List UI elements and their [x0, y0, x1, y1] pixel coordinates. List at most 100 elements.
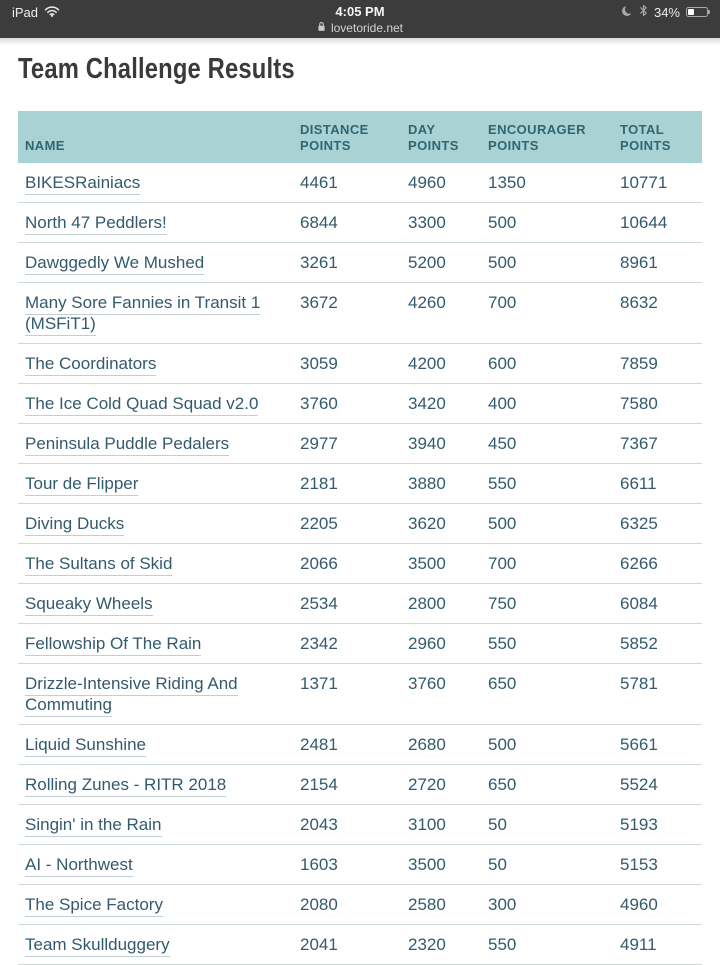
table-body: BIKESRainiacs 4461 4960 1350 10771 North… — [18, 163, 702, 965]
distance-points-cell: 3760 — [300, 394, 338, 413]
encourager-points-cell: 750 — [488, 594, 517, 613]
distance-points-cell: 4461 — [300, 173, 338, 192]
distance-points-cell: 2154 — [300, 775, 338, 794]
distance-points-cell: 2534 — [300, 594, 338, 613]
address-bar-url[interactable]: lovetoride.net — [330, 21, 404, 35]
table-row: Fellowship Of The Rain 2342 2960 550 585… — [18, 624, 702, 664]
total-points-cell: 6084 — [620, 594, 658, 613]
table-row: BIKESRainiacs 4461 4960 1350 10771 — [18, 163, 702, 203]
battery-icon — [686, 7, 710, 17]
encourager-points-cell: 1350 — [488, 173, 526, 192]
team-name-link[interactable]: Team Skullduggery — [25, 935, 170, 957]
team-name-link[interactable]: Fellowship Of The Rain — [25, 634, 202, 656]
team-name-cell: Rolling Zunes - RITR 2018 — [25, 774, 300, 797]
encourager-points-cell: 500 — [488, 213, 517, 232]
table-row: AI - Northwest 1603 3500 50 5153 — [18, 845, 702, 885]
bluetooth-icon — [639, 4, 648, 20]
team-name-link[interactable]: North 47 Peddlers! — [25, 213, 167, 235]
team-name-link[interactable]: BIKESRainiacs — [25, 173, 141, 195]
team-name-cell: Singin' in the Rain — [25, 814, 300, 837]
day-points-cell: 3880 — [408, 474, 446, 493]
encourager-points-cell: 600 — [488, 354, 517, 373]
day-points-cell: 3300 — [408, 213, 446, 232]
wifi-icon — [44, 5, 60, 20]
table-row: The Sultans of Skid 2066 3500 700 6266 — [18, 544, 702, 584]
team-name-link[interactable]: The Sultans of Skid — [25, 554, 173, 576]
encourager-points-cell: 300 — [488, 895, 517, 914]
team-name-link[interactable]: Tour de Flipper — [25, 474, 139, 496]
team-name-link[interactable]: AI - Northwest — [25, 855, 133, 877]
total-points-cell: 5661 — [620, 735, 658, 754]
page-content: Team Challenge Results NAME DISTANCE POI… — [0, 53, 720, 965]
table-row: Singin' in the Rain 2043 3100 50 5193 — [18, 805, 702, 845]
team-name-cell: The Ice Cold Quad Squad v2.0 — [25, 393, 300, 416]
distance-points-cell: 2977 — [300, 434, 338, 453]
encourager-points-cell: 500 — [488, 735, 517, 754]
day-points-cell: 2960 — [408, 634, 446, 653]
distance-points-cell: 2481 — [300, 735, 338, 754]
total-points-cell: 6266 — [620, 554, 658, 573]
total-points-cell: 7859 — [620, 354, 658, 373]
team-name-cell: Peninsula Puddle Pedalers — [25, 433, 300, 456]
day-points-cell: 2320 — [408, 935, 446, 954]
status-time: 4:05 PM — [335, 4, 385, 19]
table-row: Liquid Sunshine 2481 2680 500 5661 — [18, 725, 702, 765]
toolbar-shadow — [0, 38, 720, 45]
encourager-points-cell: 500 — [488, 253, 517, 272]
day-points-cell: 3620 — [408, 514, 446, 533]
table-row: Tour de Flipper 2181 3880 550 6611 — [18, 464, 702, 504]
team-name-link[interactable]: The Ice Cold Quad Squad v2.0 — [25, 394, 259, 416]
team-name-cell: The Sultans of Skid — [25, 553, 300, 576]
team-name-link[interactable]: Diving Ducks — [25, 514, 125, 536]
total-points-cell: 5852 — [620, 634, 658, 653]
team-name-link[interactable]: Squeaky Wheels — [25, 594, 153, 616]
distance-points-cell: 2181 — [300, 474, 338, 493]
encourager-points-cell: 450 — [488, 434, 517, 453]
encourager-points-cell: 500 — [488, 514, 517, 533]
table-row: The Coordinators 3059 4200 600 7859 — [18, 344, 702, 384]
day-points-cell: 4200 — [408, 354, 446, 373]
distance-points-cell: 3261 — [300, 253, 338, 272]
encourager-points-cell: 50 — [488, 855, 507, 874]
table-row: Squeaky Wheels 2534 2800 750 6084 — [18, 584, 702, 624]
column-header-day-points: DAY POINTS — [408, 122, 459, 153]
day-points-cell: 2800 — [408, 594, 446, 613]
battery-percent: 34% — [653, 4, 680, 20]
team-name-cell: Tour de Flipper — [25, 473, 300, 496]
team-name-cell: BIKESRainiacs — [25, 172, 300, 195]
team-name-link[interactable]: The Spice Factory — [25, 895, 163, 917]
day-points-cell: 3760 — [408, 674, 446, 693]
day-points-cell: 4260 — [408, 293, 446, 312]
team-name-link[interactable]: Drizzle-Intensive Riding And Commuting — [25, 674, 238, 717]
distance-points-cell: 2066 — [300, 554, 338, 573]
moon-icon — [621, 4, 635, 20]
team-name-link[interactable]: Rolling Zunes - RITR 2018 — [25, 775, 227, 797]
day-points-cell: 3420 — [408, 394, 446, 413]
team-name-link[interactable]: Liquid Sunshine — [25, 735, 146, 757]
table-row: Diving Ducks 2205 3620 500 6325 — [18, 504, 702, 544]
page-title: Team Challenge Results — [18, 53, 295, 85]
table-row: Dawggedly We Mushed 3261 5200 500 8961 — [18, 243, 702, 283]
team-name-link[interactable]: Singin' in the Rain — [25, 815, 162, 837]
encourager-points-cell: 550 — [488, 634, 517, 653]
column-header-distance-points: DISTANCE POINTS — [300, 122, 369, 153]
team-name-link[interactable]: Dawggedly We Mushed — [25, 253, 205, 275]
total-points-cell: 5153 — [620, 855, 658, 874]
total-points-cell: 7580 — [620, 394, 658, 413]
total-points-cell: 5193 — [620, 815, 658, 834]
total-points-cell: 8961 — [620, 253, 658, 272]
team-name-cell: Drizzle-Intensive Riding And Commuting — [25, 673, 300, 717]
team-name-link[interactable]: Many Sore Fannies in Transit 1 (MSFiT1) — [25, 293, 261, 336]
team-name-cell: North 47 Peddlers! — [25, 212, 300, 235]
team-name-link[interactable]: The Coordinators — [25, 354, 157, 376]
encourager-points-cell: 700 — [488, 293, 517, 312]
team-name-cell: Team Skullduggery — [25, 934, 300, 957]
total-points-cell: 6611 — [620, 474, 657, 493]
distance-points-cell: 2205 — [300, 514, 338, 533]
total-points-cell: 10771 — [620, 173, 668, 192]
team-name-link[interactable]: Peninsula Puddle Pedalers — [25, 434, 230, 456]
table-header-row: NAME DISTANCE POINTS DAY POINTS ENCOURAG… — [18, 111, 702, 163]
team-name-cell: Diving Ducks — [25, 513, 300, 536]
day-points-cell: 3500 — [408, 855, 446, 874]
total-points-cell: 4960 — [620, 895, 658, 914]
